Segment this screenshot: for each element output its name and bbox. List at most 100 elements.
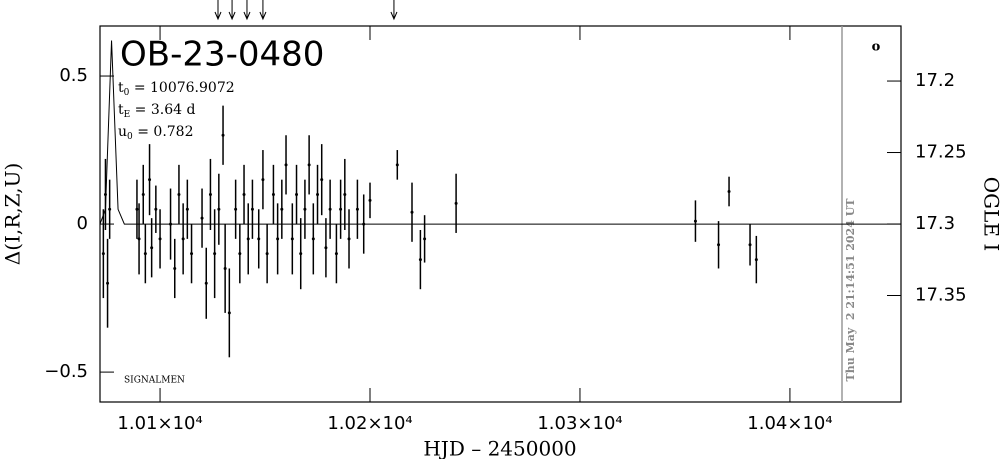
- param-value: 3.64: [151, 102, 182, 118]
- plot-frame: [99, 25, 902, 403]
- data-point: [261, 178, 265, 182]
- data-point: [748, 243, 752, 247]
- model-curve: [99, 40, 901, 225]
- data-point: [242, 192, 246, 196]
- data-point: [418, 258, 422, 262]
- data-point: [290, 237, 294, 241]
- data-point: [324, 246, 328, 250]
- data-point: [265, 252, 269, 256]
- y2-tick-label: 17.35: [915, 284, 967, 305]
- corner-mark: o: [872, 40, 881, 55]
- event-arrow: [259, 0, 267, 21]
- data-point: [454, 201, 458, 205]
- y-tick-label: 0.5: [59, 65, 88, 86]
- param-sub: 0: [127, 132, 133, 142]
- data-point: [284, 163, 288, 167]
- data-point: [311, 237, 315, 241]
- y2-axis-label: OGLE I: [980, 177, 1004, 252]
- data-point: [423, 237, 427, 241]
- data-point: [754, 258, 758, 262]
- data-point: [368, 198, 372, 202]
- param-eq: =: [130, 102, 151, 118]
- data-point: [177, 192, 181, 196]
- data-point: [148, 178, 152, 182]
- param-value: 0.782: [153, 124, 193, 140]
- param-symbol: u: [118, 124, 127, 140]
- data-point: [280, 207, 284, 211]
- data-point: [223, 266, 227, 270]
- y2-tick-label: 17.2: [915, 70, 955, 91]
- data-point: [217, 207, 221, 211]
- data-point: [320, 178, 324, 182]
- param-eq: =: [133, 124, 154, 140]
- data-point: [693, 219, 697, 223]
- event-arrow: [390, 0, 398, 21]
- data-point: [250, 207, 254, 211]
- data-point: [150, 246, 154, 250]
- data-point: [717, 243, 721, 247]
- y-tick-label: −0.5: [44, 361, 88, 382]
- x-tick-label: 1.02×10⁴: [327, 413, 412, 434]
- x-axis-label: HJD – 2450000: [423, 437, 576, 459]
- data-point: [221, 133, 225, 137]
- data-point: [334, 252, 338, 256]
- data-point: [347, 237, 351, 241]
- data-point: [307, 163, 311, 167]
- data-point: [316, 192, 320, 196]
- data-point: [362, 222, 366, 226]
- data-point: [101, 252, 105, 256]
- data-point: [137, 237, 141, 241]
- data-point: [204, 281, 208, 285]
- data-point: [355, 207, 359, 211]
- event-arrow: [214, 0, 222, 21]
- param-eq: =: [129, 80, 150, 96]
- param: t0 = 10076.9072: [118, 80, 235, 98]
- y-axis-label: Δ(I,R,Z,U): [1, 163, 25, 265]
- param-value: 10076.9072: [150, 80, 235, 96]
- data-point: [103, 192, 107, 196]
- data-point: [169, 222, 173, 226]
- data-point: [154, 207, 158, 211]
- data-point: [234, 207, 238, 211]
- data-point: [395, 163, 399, 167]
- data-point: [181, 237, 185, 241]
- data-point: [303, 207, 307, 211]
- param-unit: d: [186, 102, 195, 118]
- param: u0 = 0.782: [118, 124, 194, 142]
- data-point: [727, 189, 731, 193]
- data-point: [295, 192, 299, 196]
- event-arrow: [243, 0, 251, 21]
- data-point: [410, 210, 414, 214]
- param-symbol: t: [118, 80, 124, 96]
- chart-title: OB-23-0480: [120, 35, 324, 75]
- watermark: SIGNALMEN: [124, 376, 185, 386]
- param-sub: 0: [124, 88, 130, 98]
- data-point: [339, 207, 343, 211]
- param-sub: E: [124, 110, 131, 120]
- param: tE = 3.64 d: [118, 102, 195, 120]
- event-arrow: [228, 0, 236, 21]
- data-point: [246, 237, 250, 241]
- data-point: [208, 192, 212, 196]
- data-point: [190, 252, 194, 256]
- data-point: [143, 252, 147, 256]
- y2-tick-label: 17.3: [915, 213, 955, 234]
- data-point: [106, 281, 110, 285]
- y2-tick-label: 17.25: [915, 142, 967, 163]
- data-point: [200, 216, 204, 220]
- x-tick-label: 1.03×10⁴: [537, 413, 622, 434]
- x-tick-label: 1.04×10⁴: [747, 413, 832, 434]
- timestamp: Thu May 2 21:14:51 2024 UT: [844, 198, 857, 382]
- data-point: [158, 237, 162, 241]
- data-point: [257, 237, 261, 241]
- data-point: [213, 252, 217, 256]
- data-point: [108, 207, 112, 211]
- x-tick-label: 1.01×10⁴: [117, 413, 202, 434]
- data-point: [185, 207, 189, 211]
- data-point: [328, 207, 332, 211]
- data-point: [299, 252, 303, 256]
- data-point: [238, 252, 242, 256]
- data-point: [271, 192, 275, 196]
- data-point: [227, 311, 231, 315]
